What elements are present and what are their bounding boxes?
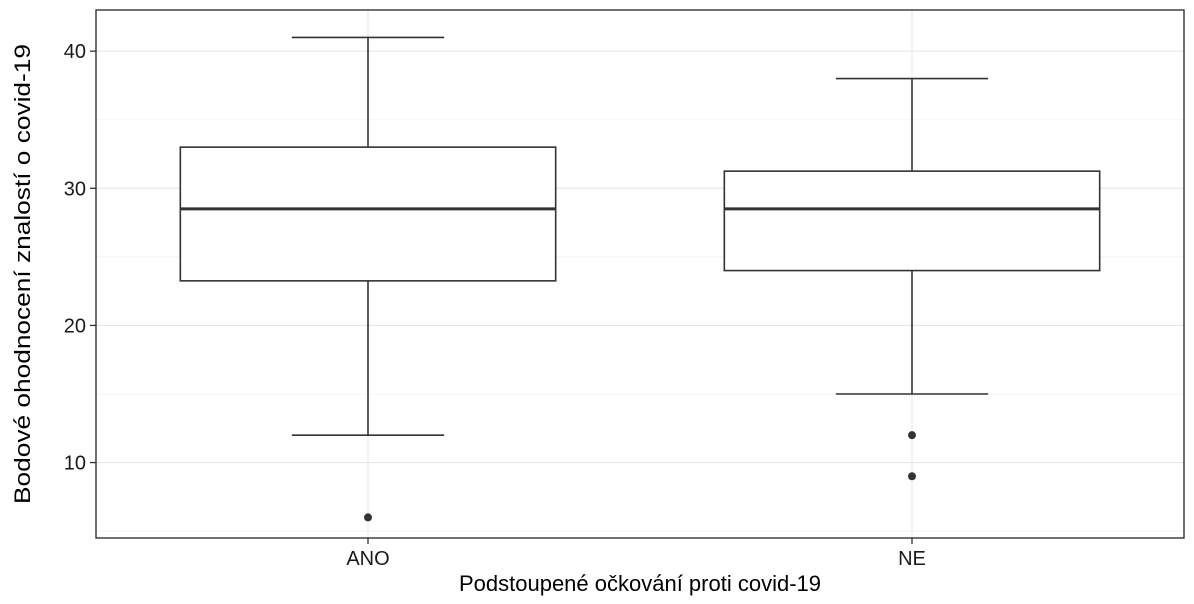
axes: 10 20 30 40 ANO NE: [64, 41, 926, 570]
box-group-ano: [179, 36, 557, 522]
y-axis-title: Bodové ohodnocení znalostí o covid-19: [10, 44, 35, 504]
outlier-point: [364, 513, 372, 522]
iqr-box: [723, 170, 1101, 272]
y-tick-label: 20: [64, 315, 86, 337]
y-tick-label: 30: [64, 178, 86, 200]
x-axis-title: Podstoupené očkování proti covid-19: [459, 571, 821, 596]
iqr-box: [179, 146, 557, 282]
outlier-point: [908, 431, 916, 440]
x-tick-label: ANO: [346, 548, 389, 570]
plot-panel-border: [95, 9, 1185, 539]
y-tick-label: 10: [64, 453, 86, 475]
outlier-point: [908, 472, 916, 481]
box-group-ne: [723, 77, 1101, 481]
boxes: [179, 36, 1101, 522]
x-tick-label: NE: [898, 548, 926, 570]
y-tick-label: 40: [64, 41, 86, 63]
